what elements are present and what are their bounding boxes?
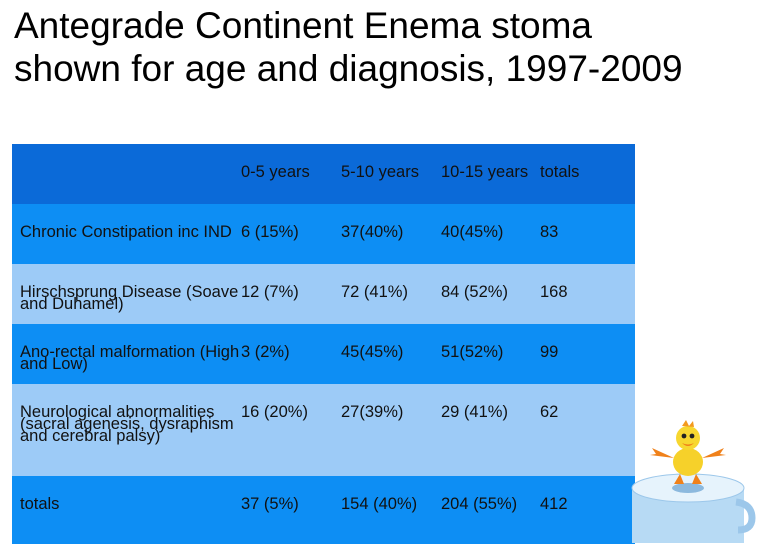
table-header-row: 0-5 years 5-10 years 10-15 years totals [12, 144, 635, 204]
row-label: Ano-rectal malformation (High and Low) [20, 343, 240, 373]
table-cell: 12 (7%) [241, 283, 299, 301]
table-cell: 3 (2%) [241, 343, 290, 361]
table-cell: 154 (40%) [341, 495, 418, 513]
table-cell: 37 (5%) [241, 495, 299, 513]
header-cell: 5-10 years [341, 163, 419, 181]
table-cell: 16 (20%) [241, 403, 308, 421]
table-cell: 83 [540, 223, 559, 241]
row-label: Chronic Constipation inc IND [20, 223, 232, 241]
header-cell: 10-15 years [441, 163, 529, 181]
table-row: Hirschsprung Disease (Soave and Duhamel)… [12, 264, 635, 324]
table-cell: 84 (52%) [441, 283, 508, 301]
duck-on-toilet-roll-icon [618, 418, 768, 548]
table-row: Ano-rectal malformation (High and Low) 3… [12, 324, 635, 384]
header-cell-empty [12, 144, 241, 204]
table-cell: 72 (41%) [341, 283, 408, 301]
row-label: Neurological abnormalities (sacral agene… [20, 403, 234, 445]
table-cell: 37(40%) [341, 223, 404, 241]
header-cell: 0-5 years [241, 163, 310, 181]
row-label: Hirschsprung Disease (Soave and Duhamel) [20, 283, 239, 313]
header-cell: totals [540, 163, 580, 181]
slide-title-line-2: shown for age and diagnosis, 1997-2009 [14, 48, 683, 89]
table-cell: 29 (41%) [441, 403, 508, 421]
table-cell: 62 [540, 403, 559, 421]
table-cell: 168 [540, 283, 568, 301]
table-cell: 204 (55%) [441, 495, 518, 513]
slide-title-line-1: Antegrade Continent Enema stoma [14, 5, 592, 46]
table-row: Chronic Constipation inc IND 6 (15%) 37(… [12, 204, 635, 264]
data-table: 0-5 years 5-10 years 10-15 years totals … [12, 144, 635, 544]
table-cell: 412 [540, 495, 568, 513]
table-cell: 45(45%) [341, 343, 404, 361]
row-label: totals [20, 495, 60, 513]
slide-title: Antegrade Continent Enema stoma shown fo… [14, 4, 764, 90]
table-cell: 6 (15%) [241, 223, 299, 241]
table-row-totals: totals 37 (5%) 154 (40%) 204 (55%) 412 [12, 476, 635, 544]
table-cell: 99 [540, 343, 559, 361]
table-cell: 51(52%) [441, 343, 504, 361]
table-cell: 27(39%) [341, 403, 404, 421]
table-row: Neurological abnormalities (sacral agene… [12, 384, 635, 476]
table-cell: 40(45%) [441, 223, 504, 241]
